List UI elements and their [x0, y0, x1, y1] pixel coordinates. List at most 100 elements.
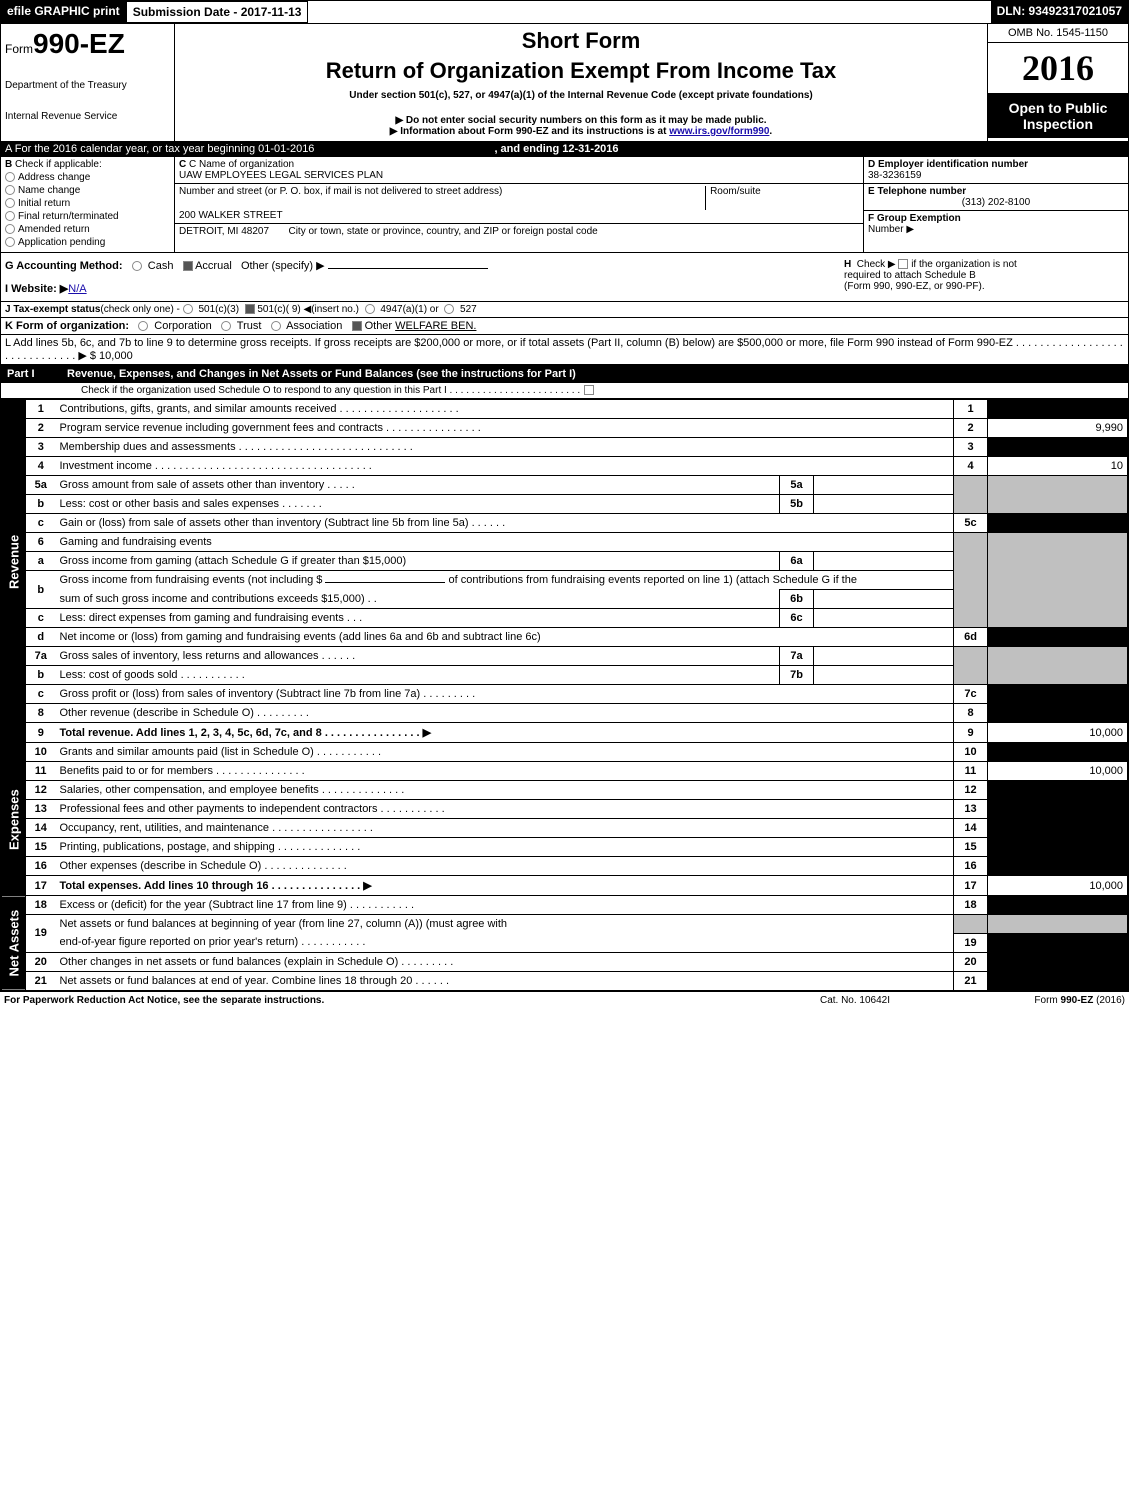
b-label: B	[5, 159, 12, 170]
irs-link[interactable]: www.irs.gov/form990	[669, 126, 769, 137]
footer-catno: Cat. No. 10642I	[765, 995, 945, 1006]
j-4947-radio[interactable]	[365, 304, 375, 314]
l8-val	[988, 704, 1128, 723]
k-corp-radio[interactable]	[138, 321, 148, 331]
open-public-2: Inspection	[992, 116, 1124, 132]
form-page: efile GRAPHIC print Submission Date - 20…	[0, 0, 1129, 992]
l15-val	[988, 838, 1128, 857]
l6c-mini: 6c	[780, 609, 814, 628]
l6a-desc: Gross income from gaming (attach Schedul…	[56, 552, 780, 571]
footer-row: For Paperwork Reduction Act Notice, see …	[0, 992, 1129, 1009]
street-value: 200 WALKER STREET	[179, 210, 859, 221]
l12-num: 12	[26, 781, 56, 800]
initial-return-radio[interactable]	[5, 198, 15, 208]
l7b-num: b	[26, 666, 56, 685]
final-return-radio[interactable]	[5, 211, 15, 221]
l17-desc: Total expenses. Add lines 10 through 16 …	[56, 876, 954, 896]
h-text-schedb: required to attach Schedule B	[844, 270, 976, 281]
l16-key: 16	[954, 857, 988, 876]
org-name-value: UAW EMPLOYEES LEGAL SERVICES PLAN	[179, 170, 859, 181]
app-pending-label: Application pending	[18, 237, 105, 248]
l6b-mini: 6b	[780, 590, 814, 609]
l20-key: 20	[954, 952, 988, 971]
l16-val	[988, 857, 1128, 876]
form-prefix: Form	[5, 42, 33, 56]
k-trust-radio[interactable]	[221, 321, 231, 331]
part1-header: Part I Revenue, Expenses, and Changes in…	[1, 365, 1128, 383]
k-corp: Corporation	[154, 320, 211, 332]
part1-label: Part I	[7, 368, 67, 380]
top-bar: efile GRAPHIC print Submission Date - 20…	[1, 1, 1128, 24]
l5b-minival	[814, 495, 954, 514]
app-pending-radio[interactable]	[5, 237, 15, 247]
return-title: Return of Organization Exempt From Incom…	[183, 58, 979, 84]
l6b-minival	[814, 590, 954, 609]
l7b-desc: Less: cost of goods sold . . . . . . . .…	[56, 666, 780, 685]
l13-num: 13	[26, 800, 56, 819]
j-note: (check only one) -	[100, 304, 179, 315]
address-change-radio[interactable]	[5, 172, 15, 182]
room-suite-label: Room/suite	[705, 186, 761, 210]
amended-return-radio[interactable]	[5, 224, 15, 234]
l7b-minival	[814, 666, 954, 685]
open-public-box: Open to Public Inspection	[988, 94, 1128, 138]
dln-box: DLN: 93492317021057	[991, 1, 1128, 23]
part1-schedo-checkbox[interactable]	[584, 385, 594, 395]
l7b-mini: 7b	[780, 666, 814, 685]
info-about: ▶ Information about Form 990-EZ and its …	[183, 126, 979, 137]
col-c: C C Name of organization UAW EMPLOYEES L…	[175, 157, 864, 252]
l10-num: 10	[26, 743, 56, 762]
ein-value: 38-3236159	[868, 170, 1124, 181]
l19-key: 19	[954, 933, 988, 952]
j-501c-checkbox[interactable]	[245, 304, 255, 314]
accrual-label: Accrual	[195, 260, 232, 272]
l6-desc: Gaming and fundraising events	[56, 533, 954, 552]
row-a-ending: , and ending 12-31-2016	[494, 143, 618, 155]
k-other-checkbox[interactable]	[352, 321, 362, 331]
other-specify: Other (specify) ▶	[241, 260, 325, 272]
final-return-label: Final return/terminated	[18, 211, 119, 222]
h-label: H	[844, 259, 851, 270]
k-assoc-radio[interactable]	[271, 321, 281, 331]
h-checkbox[interactable]	[898, 259, 908, 269]
l5a-desc: Gross amount from sale of assets other t…	[56, 476, 780, 495]
part1-check-note: Check if the organization used Schedule …	[1, 383, 1128, 399]
header-right: OMB No. 1545-1150 2016 Open to Public In…	[988, 24, 1128, 141]
efile-print-button[interactable]: efile GRAPHIC print	[1, 1, 126, 23]
l15-key: 15	[954, 838, 988, 857]
submission-date-box: Submission Date - 2017-11-13	[126, 1, 309, 23]
l4-desc: Investment income . . . . . . . . . . . …	[56, 457, 954, 476]
cash-label: Cash	[148, 260, 174, 272]
l12-key: 12	[954, 781, 988, 800]
l18-val	[988, 896, 1128, 915]
j-527: 527	[460, 304, 477, 315]
l5c-desc: Gain or (loss) from sale of assets other…	[56, 514, 954, 533]
phone-value: (313) 202-8100	[868, 197, 1124, 208]
cash-radio[interactable]	[132, 261, 142, 271]
l5c-key: 5c	[954, 514, 988, 533]
footer-paperwork: For Paperwork Reduction Act Notice, see …	[4, 995, 765, 1006]
l1-num: 1	[26, 400, 56, 419]
org-name-label: C C Name of organization	[179, 159, 859, 170]
l21-desc: Net assets or fund balances at end of ye…	[56, 971, 954, 990]
l10-val	[988, 743, 1128, 762]
l5-shade-key	[954, 476, 988, 514]
l6b-amount-input[interactable]	[325, 582, 445, 583]
row-a-text: A For the 2016 calendar year, or tax yea…	[5, 143, 314, 155]
l5-shade-val	[988, 476, 1128, 514]
j-527-radio[interactable]	[444, 304, 454, 314]
other-specify-input[interactable]	[328, 268, 488, 269]
l5b-num: b	[26, 495, 56, 514]
j-501c3-radio[interactable]	[183, 304, 193, 314]
accrual-checkbox[interactable]	[183, 261, 193, 271]
l9-key: 9	[954, 723, 988, 743]
l3-desc: Membership dues and assessments . . . . …	[56, 438, 954, 457]
l5c-val	[988, 514, 1128, 533]
lines-table: Revenue 1 Contributions, gifts, grants, …	[1, 399, 1128, 991]
name-change-radio[interactable]	[5, 185, 15, 195]
website-link[interactable]: N/A	[68, 283, 86, 295]
group-exemption-number: Number ▶	[868, 224, 1124, 235]
l15-num: 15	[26, 838, 56, 857]
l6a-minival	[814, 552, 954, 571]
l11-num: 11	[26, 762, 56, 781]
